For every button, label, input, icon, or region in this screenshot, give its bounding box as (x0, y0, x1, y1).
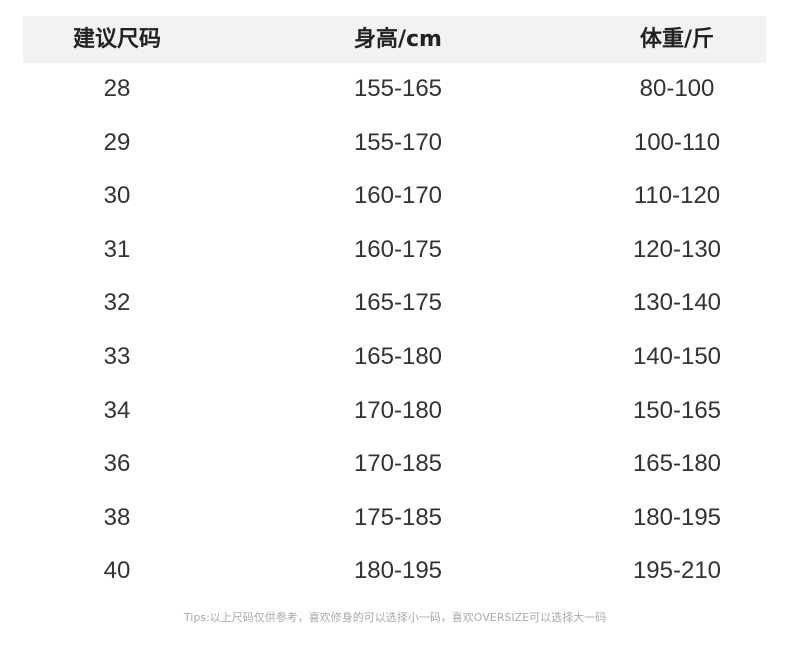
cell-height: 155-165 (353, 75, 443, 102)
cell-size: 32 (103, 289, 131, 317)
table-row: 29 155-170 100-110 (0, 116, 790, 170)
table-row: 36 170-185 165-180 (0, 437, 790, 491)
cell-height: 160-170 (353, 182, 443, 210)
header-height: 身高/cm (353, 27, 442, 52)
tips-note: Tips:以上尺码仅供参考，喜欢修身的可以选择小一码，喜欢OVERSIZE可以选… (183, 611, 607, 624)
cell-weight: 80-100 (639, 75, 715, 102)
cell-size: 31 (103, 235, 131, 263)
cell-height: 160-175 (353, 235, 443, 263)
table-row: 28 155-165 80-100 (0, 62, 790, 116)
cell-height: 170-180 (353, 396, 443, 424)
cell-size: 29 (103, 128, 131, 156)
cell-weight: 140-150 (632, 343, 722, 370)
table-row: 33 165-180 140-150 (0, 330, 790, 384)
cell-weight: 150-165 (632, 396, 722, 424)
cell-size: 36 (103, 450, 131, 478)
cell-weight: 195-210 (632, 557, 722, 585)
cell-weight: 110-120 (633, 182, 721, 210)
cell-weight: 130-140 (632, 289, 722, 317)
cell-size: 38 (103, 503, 131, 531)
table-row: 30 160-170 110-120 (0, 169, 790, 223)
cell-height: 165-180 (353, 343, 443, 370)
cell-weight: 180-195 (632, 503, 722, 531)
cell-size: 40 (103, 557, 131, 585)
cell-height: 175-185 (353, 503, 443, 531)
cell-size: 28 (103, 75, 131, 102)
cell-size: 34 (103, 396, 131, 424)
cell-size: 30 (103, 182, 131, 210)
table-row: 32 165-175 130-140 (0, 276, 790, 330)
cell-size: 33 (103, 343, 131, 370)
header-size: 建议尺码 (72, 27, 161, 52)
cell-weight: 120-130 (632, 235, 722, 263)
cell-weight: 165-180 (632, 450, 722, 478)
cell-height: 155-170 (353, 128, 443, 156)
cell-height: 165-175 (353, 289, 443, 317)
cell-weight: 100-110 (633, 128, 721, 156)
table-row: 31 160-175 120-130 (0, 223, 790, 277)
table-row: 34 170-180 150-165 (0, 384, 790, 438)
table-row: 40 180-195 195-210 (0, 544, 790, 598)
header-weight: 体重/斤 (639, 27, 715, 52)
cell-height: 170-185 (353, 450, 443, 478)
table-header (23, 16, 766, 63)
table-row: 38 175-185 180-195 (0, 491, 790, 545)
cell-height: 180-195 (353, 557, 443, 585)
